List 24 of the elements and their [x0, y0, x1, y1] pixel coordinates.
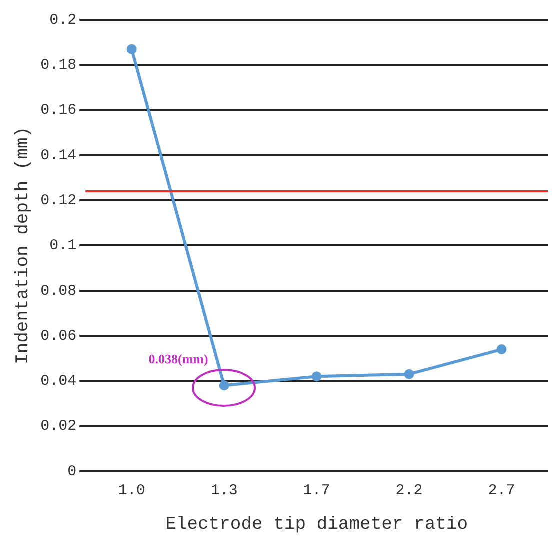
y-tick-label: 0.12 — [40, 192, 77, 210]
y-tick-label: 0.02 — [40, 418, 77, 436]
point — [312, 372, 322, 382]
y-tick-label: 0.14 — [40, 147, 77, 164]
point — [496, 344, 507, 355]
point — [219, 380, 230, 391]
x-tick-label: 2.7 — [488, 482, 516, 500]
y-tick-label: 0.08 — [40, 282, 77, 300]
x-tick-label: 1.0 — [118, 482, 146, 500]
point — [126, 44, 137, 54]
y-tick-label: 0.1 — [50, 238, 77, 255]
y-tick-label: 0.16 — [40, 102, 77, 120]
y-tick-label: 0.06 — [40, 328, 77, 345]
y-tick-label: 0 — [68, 463, 77, 480]
x-tick-label: 2.2 — [396, 482, 423, 500]
y-tick-label: 0.2 — [50, 12, 77, 29]
x-axis-title: Electrode tip diameter ratio — [166, 514, 468, 535]
x-tick-label: 1.7 — [303, 482, 330, 500]
x-tick-label: 1.3 — [210, 482, 238, 500]
y-tick-label: 0.18 — [40, 57, 77, 74]
y-tick-label: 0.04 — [40, 373, 77, 390]
point — [404, 369, 414, 380]
y-axis-title: Indentation depth (mm) — [14, 126, 34, 365]
annotation: 0.038(mm) — [148, 352, 208, 367]
